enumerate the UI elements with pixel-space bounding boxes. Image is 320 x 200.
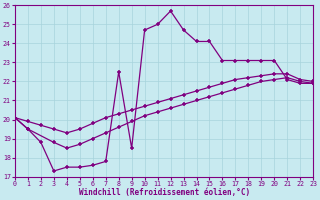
X-axis label: Windchill (Refroidissement éolien,°C): Windchill (Refroidissement éolien,°C) <box>78 188 250 197</box>
